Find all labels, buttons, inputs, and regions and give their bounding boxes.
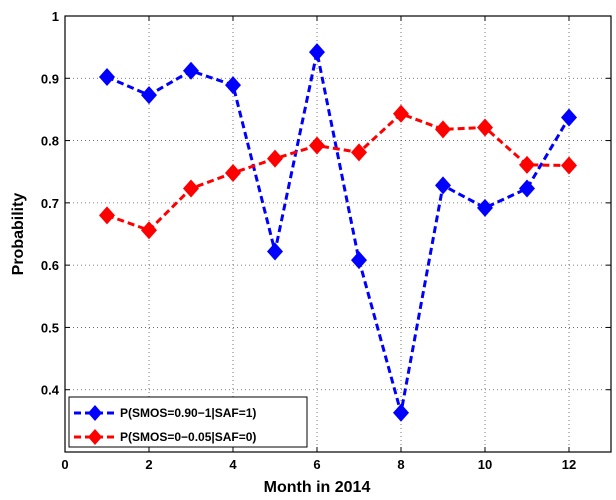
y-tick-label: 1 <box>52 9 59 24</box>
x-tick-label: 0 <box>61 457 68 472</box>
series-2-point <box>519 155 535 174</box>
legend: P(SMOS=0.90−1|SAF=1) P(SMOS=0−0.05|SAF=0… <box>68 396 308 448</box>
y-tick-label: 0.7 <box>41 196 59 211</box>
axis-ticks <box>64 15 611 452</box>
series-1-point <box>393 403 409 422</box>
y-tick-label: 0.4 <box>41 383 60 398</box>
series-2-point <box>225 163 241 182</box>
legend-box <box>68 396 308 448</box>
series-2-point <box>561 156 577 175</box>
series-1-point <box>225 76 241 95</box>
x-tick-label: 12 <box>562 457 576 472</box>
series-group <box>99 43 577 422</box>
series-1-point <box>183 61 199 80</box>
series-2-point <box>183 179 199 198</box>
plot-frame <box>64 15 612 453</box>
series-1-point <box>435 176 451 195</box>
series-2-point <box>99 206 115 225</box>
y-tick-label: 0.8 <box>41 134 59 149</box>
y-tick-label: 0.9 <box>41 71 59 86</box>
y-tick-label: 0.6 <box>41 258 59 273</box>
series-1-point <box>99 68 115 87</box>
series-2-point <box>393 104 409 123</box>
series-2-point <box>309 136 325 155</box>
series-2-point <box>141 221 157 240</box>
series-1-point <box>141 86 157 105</box>
legend-label-series-1: P(SMOS=0.90−1|SAF=1) <box>120 406 256 420</box>
x-tick-label: 10 <box>478 457 492 472</box>
legend-marker-series-2 <box>88 429 102 445</box>
series-2-line <box>106 112 570 232</box>
tick-labels: 0 2 4 6 8 10 12 0.4 0.5 0.6 0.7 0.8 0.9 1 <box>41 9 576 472</box>
series-1-line <box>106 51 571 414</box>
x-tick-label: 6 <box>313 457 320 472</box>
x-tick-label: 2 <box>145 457 152 472</box>
y-axis-title: Probability <box>10 193 27 276</box>
series-1-point <box>561 108 577 127</box>
series-1-point <box>477 198 493 217</box>
x-axis-title: Month in 2014 <box>264 479 371 496</box>
plot-background <box>65 16 611 452</box>
legend-marker-series-1 <box>88 405 102 421</box>
x-tick-label: 8 <box>397 457 404 472</box>
series-1-point <box>267 242 283 261</box>
legend-label-series-2: P(SMOS=0−0.05|SAF=0) <box>120 430 256 444</box>
series-2-point <box>435 120 451 139</box>
series-2-point <box>267 149 283 168</box>
series-1-point <box>351 251 367 270</box>
x-tick-label: 4 <box>229 457 237 472</box>
y-tick-label: 0.5 <box>41 320 59 335</box>
series-2-point <box>477 118 493 137</box>
series-1-point <box>309 43 325 62</box>
series-2-point <box>351 143 367 162</box>
series-1-point <box>519 179 535 198</box>
